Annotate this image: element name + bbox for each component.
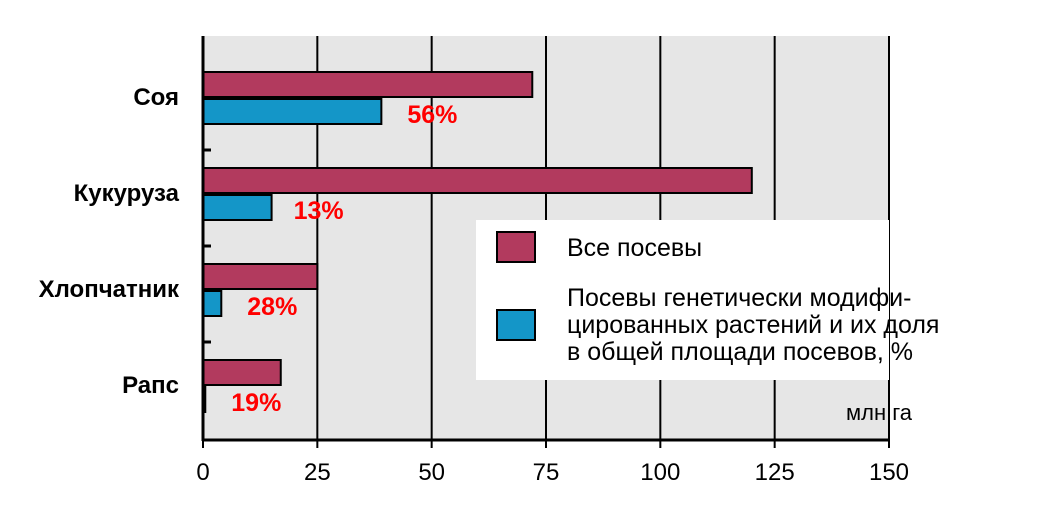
- x-tick-label-125: 125: [755, 459, 795, 486]
- x-tick-label-50: 50: [418, 459, 445, 486]
- x-tick-label-25: 25: [304, 459, 331, 486]
- x-tick-label-150: 150: [869, 459, 909, 486]
- legend-swatch-all-crops: [496, 231, 536, 263]
- bars: [202, 71, 753, 413]
- bar-gm-crops-2: [202, 290, 223, 317]
- percent-label-2: 28%: [247, 293, 297, 321]
- x-tick-label-0: 0: [196, 459, 209, 486]
- axes: 0 25 50 75 100 125 150: [196, 36, 909, 486]
- x-axis-unit-label: млн га: [846, 400, 913, 425]
- category-label-2: Хлопчатник: [39, 276, 180, 303]
- bar-gm-crops-1: [202, 194, 273, 221]
- legend-background: [476, 220, 889, 380]
- bar-all-crops-0: [202, 71, 534, 98]
- labels: Соя 56% Кукуруза 13% Хлопчатник 28% Рапс 19%: [39, 84, 458, 417]
- legend-label-gm-line-2: цированных растений и их доля: [567, 311, 939, 339]
- legend-label-gm-line-1: Посевы генетически модифи-: [567, 284, 911, 312]
- bar-all-crops-2: [202, 263, 319, 290]
- legend: Все посевы Посевы генетически модифи- ци…: [476, 220, 939, 380]
- percent-label-0: 56%: [407, 101, 457, 129]
- percent-label-1: 13%: [294, 197, 344, 225]
- category-label-1: Кукуруза: [74, 180, 180, 207]
- legend-label-gm-line-3: в общей площади посевов, %: [567, 338, 913, 366]
- x-tick-label-100: 100: [640, 459, 680, 486]
- bar-all-crops-1: [202, 167, 753, 194]
- x-tick-label-75: 75: [533, 459, 560, 486]
- legend-swatch-gm-crops: [496, 309, 536, 341]
- percent-label-3: 19%: [231, 389, 281, 417]
- category-label-3: Рапс: [122, 372, 179, 399]
- bar-gm-crops-0: [202, 98, 383, 125]
- legend-label-all-crops: Все посевы: [567, 234, 702, 262]
- bar-all-crops-3: [202, 359, 282, 386]
- category-label-0: Соя: [133, 84, 179, 111]
